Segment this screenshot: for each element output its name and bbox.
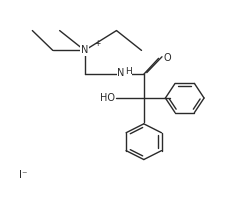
Text: H: H <box>125 67 132 76</box>
Text: I⁻: I⁻ <box>19 170 27 180</box>
Text: N: N <box>81 45 88 55</box>
Text: +: + <box>94 39 100 48</box>
Text: O: O <box>164 53 171 63</box>
Text: N: N <box>117 68 125 78</box>
Text: HO: HO <box>100 93 115 103</box>
